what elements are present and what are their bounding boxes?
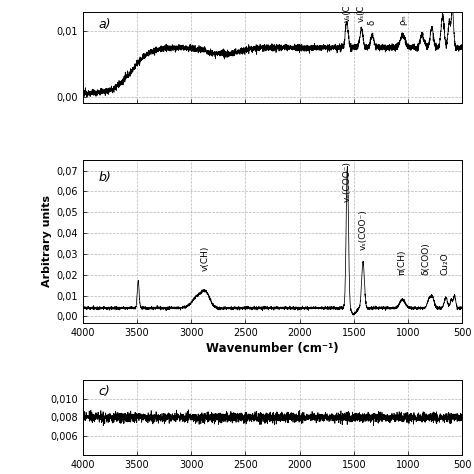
Text: vₐ(COO⁻): vₐ(COO⁻): [342, 161, 351, 202]
Text: Cu₂O: Cu₂O: [440, 252, 449, 275]
Text: vₛ(COO⁻): vₛ(COO⁻): [358, 209, 367, 250]
Text: ρₘ: ρₘ: [398, 14, 407, 25]
Text: vₐ(C: vₐ(C: [342, 4, 351, 22]
Text: c): c): [98, 385, 110, 398]
X-axis label: Wavenumber (cm⁻¹): Wavenumber (cm⁻¹): [206, 342, 339, 355]
Text: b): b): [98, 172, 111, 184]
Text: π(CH): π(CH): [398, 249, 407, 275]
Y-axis label: Arbitrary units: Arbitrary units: [42, 195, 52, 287]
Text: δ: δ: [368, 20, 377, 25]
Text: δ(COO): δ(COO): [422, 242, 431, 275]
Text: a): a): [98, 18, 110, 31]
Text: v(CH): v(CH): [201, 245, 210, 271]
Text: vₛ(C: vₛ(C: [357, 4, 366, 22]
